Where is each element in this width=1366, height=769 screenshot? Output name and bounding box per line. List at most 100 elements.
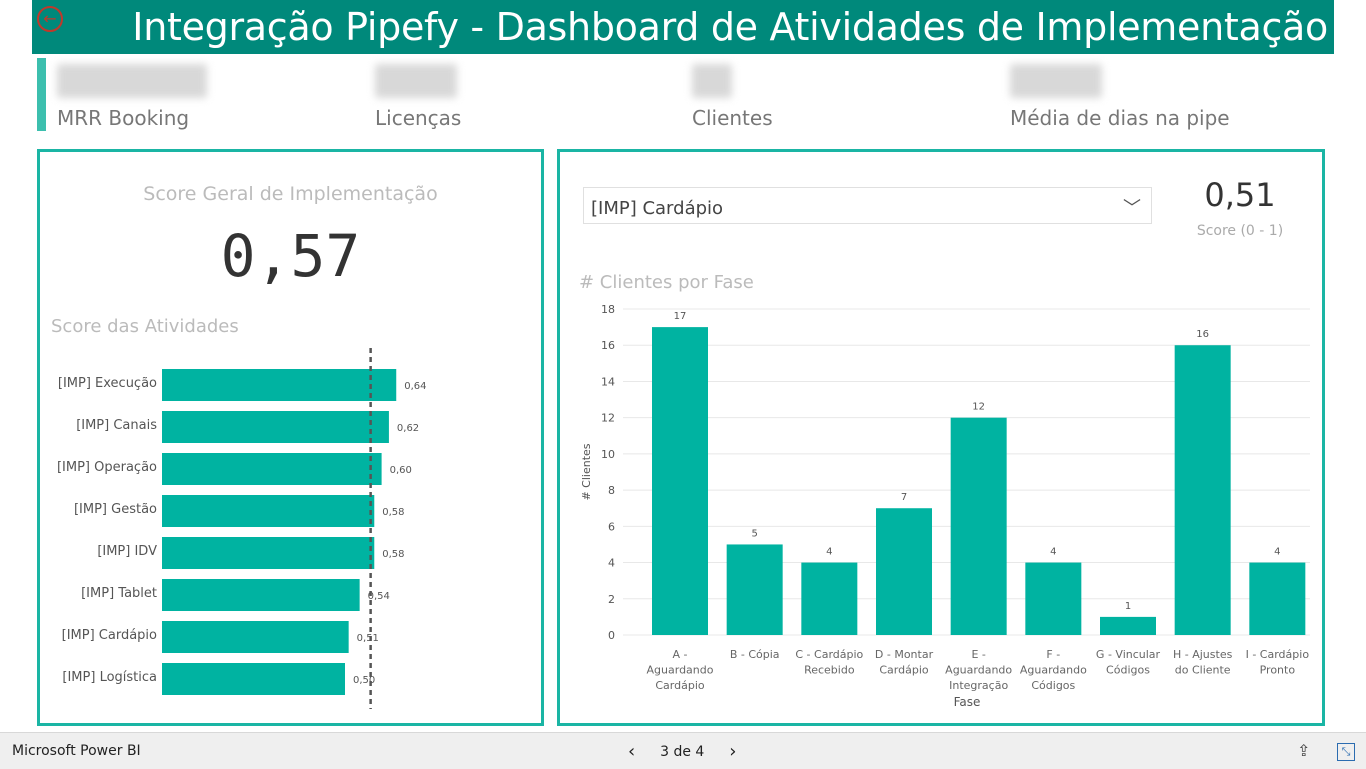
vbar-data-label: 4 — [826, 547, 832, 558]
hbar-category-label: [IMP] IDV — [97, 544, 157, 559]
clientes-fase-title: # Clientes por Fase — [579, 272, 754, 293]
vbar-7 — [1100, 616, 1156, 635]
x-tick-label: do Cliente — [1175, 664, 1231, 677]
vbar-data-label: 4 — [1050, 547, 1056, 558]
atividade-dropdown[interactable]: [IMP] Cardápio ﹀ — [583, 187, 1152, 224]
hbar-category-label: [IMP] Logística — [62, 670, 157, 685]
kpi-clientes: Clientes — [692, 64, 773, 130]
y-tick-label: 6 — [608, 520, 615, 533]
kpi-label: MRR Booking — [57, 106, 190, 130]
kpi-licencas: Licenças — [375, 64, 461, 130]
left-panel: Score Geral de Implementação 0,57 Score … — [37, 149, 544, 726]
title-bar — [32, 0, 1334, 54]
x-tick-label: Códigos — [1031, 679, 1075, 692]
kpi-accent-bar — [37, 58, 46, 131]
vbar-4 — [876, 508, 932, 635]
page-navigator: ‹ 3 de 4 › — [628, 741, 736, 762]
share-icon[interactable]: ⇪ — [1297, 741, 1311, 760]
x-tick-label: Integração — [949, 679, 1008, 692]
x-tick-label: I - Cardápio — [1246, 648, 1310, 661]
x-tick-label: Aguardando — [1020, 664, 1087, 677]
hbar-2 — [162, 411, 389, 443]
hbar-value-label: 0,60 — [390, 465, 412, 476]
next-page-icon[interactable]: › — [729, 741, 737, 762]
x-tick-label: H - Ajustes — [1173, 648, 1233, 661]
dropdown-value: [IMP] Cardápio — [591, 198, 724, 219]
footer-bar: Microsoft Power BI ‹ 3 de 4 › ⇪ ⤡ — [0, 732, 1366, 769]
x-tick-label: Aguardando — [647, 664, 714, 677]
y-axis-label: # Clientes — [580, 443, 593, 500]
x-tick-label: Cardápio — [879, 664, 929, 677]
back-arrow-icon[interactable]: ← — [37, 6, 63, 32]
y-tick-label: 18 — [601, 303, 615, 316]
x-tick-label: B - Cópia — [730, 648, 780, 661]
brand-label: Microsoft Power BI — [12, 743, 141, 759]
vbar-5 — [950, 417, 1007, 635]
hbar-7 — [162, 621, 349, 653]
hbar-value-label: 0,62 — [397, 423, 419, 434]
atividade-score-label: Score (0 - 1) — [1196, 223, 1284, 239]
hbar-value-label: 0,58 — [382, 507, 404, 518]
kpi-media-dias: Média de dias na pipe — [1010, 64, 1230, 130]
y-tick-label: 10 — [601, 448, 615, 461]
x-tick-label: Aguardando — [945, 664, 1012, 677]
hbar-3 — [162, 453, 382, 485]
kpi-value-redacted — [692, 64, 732, 98]
score-geral-title: Score Geral de Implementação — [143, 183, 438, 205]
hbar-value-label: 0,50 — [353, 675, 375, 686]
hbar-1 — [162, 369, 397, 401]
y-tick-label: 14 — [601, 375, 615, 388]
fullscreen-exit-icon[interactable]: ⤡ — [1337, 743, 1355, 761]
hbar-category-label: [IMP] Tablet — [81, 586, 157, 601]
vbar-9 — [1249, 562, 1306, 635]
hbar-6 — [162, 579, 360, 611]
hbar-category-label: [IMP] Gestão — [73, 502, 157, 517]
score-geral-value: 0,57 — [220, 222, 361, 290]
y-tick-label: 12 — [601, 412, 615, 425]
hbar-category-label: [IMP] Cardápio — [61, 628, 157, 643]
vbar-data-label: 7 — [901, 492, 907, 503]
x-tick-label: F - — [1046, 648, 1060, 661]
kpi-value-redacted — [57, 64, 207, 98]
y-tick-label: 4 — [608, 557, 615, 570]
hbar-category-label: [IMP] Operação — [56, 460, 157, 475]
kpi-label: Média de dias na pipe — [1010, 106, 1230, 130]
prev-page-icon[interactable]: ‹ — [628, 741, 636, 762]
page-title: Integração Pipefy - Dashboard de Ativida… — [132, 5, 1328, 49]
x-tick-label: A - — [673, 648, 688, 661]
hbar-4 — [162, 495, 375, 527]
vbar-data-label: 16 — [1196, 329, 1209, 340]
hbar-category-labels: [IMP] Execução [IMP] Canais [IMP] Operação… — [40, 152, 157, 723]
y-tick-label: 8 — [608, 484, 615, 497]
x-tick-label: E - — [971, 648, 985, 661]
hbar-5 — [162, 537, 375, 569]
x-axis-label: Fase — [954, 695, 981, 709]
vbar-6 — [1025, 562, 1082, 635]
vbar-data-label: 17 — [674, 311, 687, 322]
kpi-value-redacted — [375, 64, 457, 98]
vbar-2 — [726, 544, 783, 635]
x-tick-label: Cardápio — [655, 679, 705, 692]
vbar-data-label: 12 — [972, 402, 985, 413]
kpi-mrr-booking: MRR Booking — [57, 64, 207, 130]
hbar-8 — [162, 663, 345, 695]
vbar-data-label: 1 — [1125, 601, 1131, 612]
page-indicator: 3 de 4 — [660, 743, 705, 760]
hbar-value-label: 0,54 — [368, 591, 390, 602]
y-tick-label: 16 — [601, 339, 615, 352]
atividade-score-value: 0,51 — [1204, 176, 1276, 214]
kpi-label: Licenças — [375, 106, 462, 130]
score-atividades-chart: 0,64 0,62 0,60 0,58 0,58 0,54 0,51 0,50 — [162, 348, 427, 709]
vbar-1 — [652, 327, 708, 635]
chevron-down-icon[interactable]: ﹀ — [1123, 198, 1141, 219]
score-atividades-title: Score das Atividades — [51, 316, 239, 337]
x-tick-label: D - Montar — [875, 648, 934, 661]
vbar-data-label: 4 — [1274, 547, 1280, 558]
y-tick-label: 0 — [608, 629, 615, 642]
hbar-category-label: [IMP] Canais — [76, 418, 157, 433]
hbar-category-label: [IMP] Execução — [57, 376, 157, 391]
vbar-8 — [1174, 345, 1231, 635]
y-tick-label: 2 — [608, 593, 615, 606]
x-tick-label: Recebido — [804, 664, 855, 677]
